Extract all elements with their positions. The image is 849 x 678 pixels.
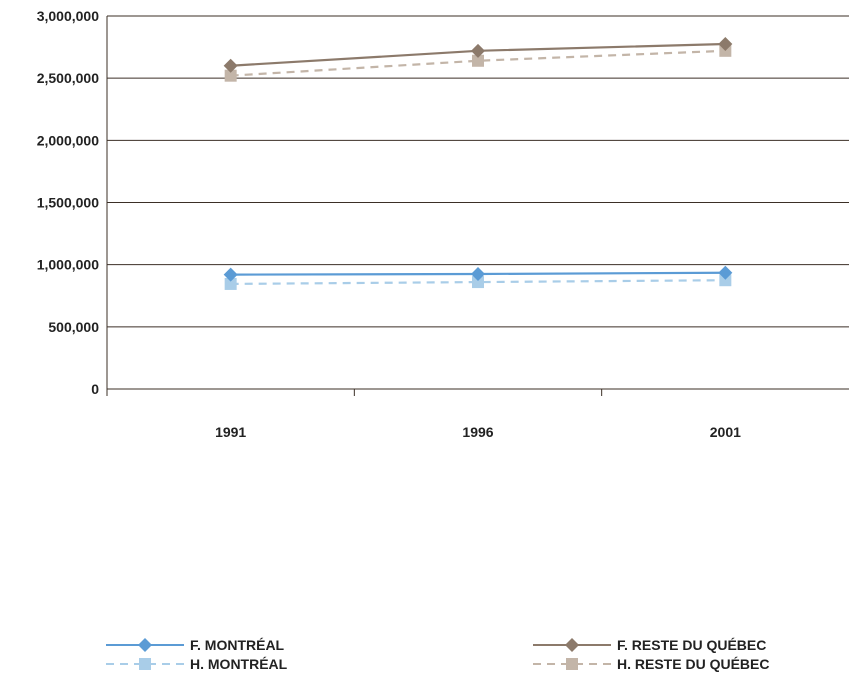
- y-tick-label: 1,000,000: [37, 257, 99, 273]
- data-point: [224, 277, 237, 290]
- data-point: [472, 54, 484, 67]
- legend-marker-f-reste-du-quebec: [533, 638, 611, 652]
- legend-item-h-reste-du-quebec: H. RESTE DU QUÉBEC: [533, 655, 769, 673]
- y-tick-label: 500,000: [48, 319, 99, 335]
- y-tick-label: 0: [91, 381, 99, 397]
- y-tick-label: 1,500,000: [37, 195, 99, 211]
- legend-symbol: [138, 638, 152, 652]
- legend-item-f-montreal: F. MONTRÉAL: [106, 636, 284, 654]
- legend-symbol: [566, 658, 578, 670]
- data-point: [718, 265, 733, 280]
- legend-label: H. RESTE DU QUÉBEC: [617, 656, 770, 672]
- data-point: [471, 266, 485, 281]
- legend-item-f-reste-du-quebec: F. RESTE DU QUÉBEC: [533, 636, 766, 654]
- legend-symbol: [139, 658, 151, 670]
- x-tick-label: 2001: [710, 424, 741, 440]
- legend-marker-h-reste-du-quebec: [533, 658, 611, 670]
- data-point: [224, 69, 237, 82]
- x-tick-label: 1991: [215, 424, 246, 440]
- y-tick-label: 2,000,000: [37, 132, 99, 148]
- legend-label: H. MONTRÉAL: [190, 656, 288, 672]
- data-point: [223, 58, 238, 73]
- legend-label: F. RESTE DU QUÉBEC: [617, 637, 767, 653]
- series-line: [230, 279, 726, 286]
- legend-label: F. MONTRÉAL: [190, 637, 285, 653]
- line-chart: 0 500,000 1,000,000 1,500,000 2,000,000 2,500…: [37, 8, 849, 440]
- y-tick-label: 3,000,000: [37, 8, 99, 24]
- data-point: [223, 267, 238, 282]
- y-tick-label: 2,500,000: [37, 70, 99, 86]
- legend-marker-f-montreal: [106, 638, 184, 652]
- legend-symbol: [565, 638, 579, 652]
- data-point: [718, 36, 733, 51]
- legend-marker-h-montreal: [106, 658, 184, 670]
- data-point: [472, 276, 484, 289]
- x-tick-label: 1996: [462, 424, 493, 440]
- legend-item-h-montreal: H. MONTRÉAL: [106, 655, 287, 673]
- data-point: [719, 274, 732, 287]
- data-point: [471, 43, 485, 58]
- series-line: [230, 49, 726, 77]
